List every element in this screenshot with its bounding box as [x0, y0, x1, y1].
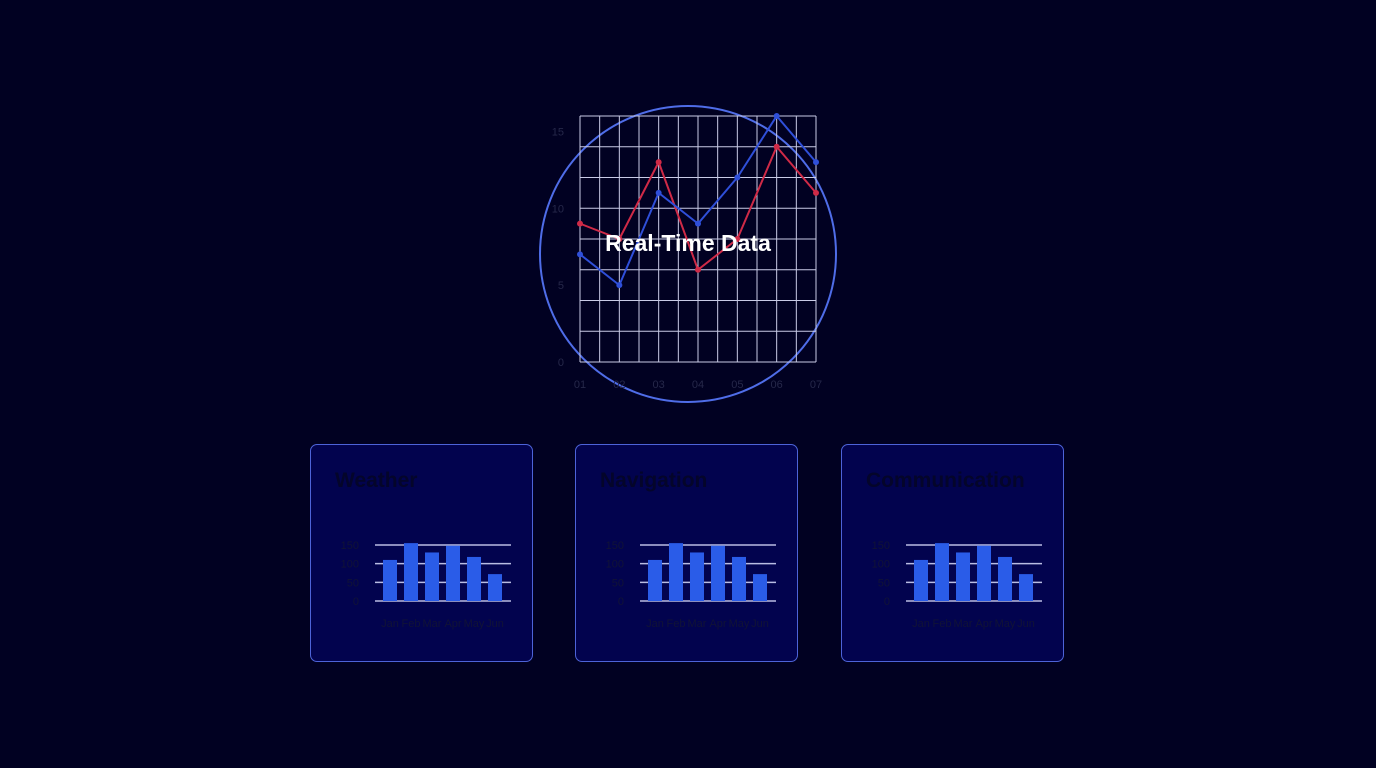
bar — [732, 556, 746, 601]
communication-bar-chart: 0 50 100 150 Jan Feb Mar Apr May Jun — [872, 540, 1042, 630]
series-1-point — [813, 189, 819, 196]
x-tick-label: 07 — [810, 379, 822, 391]
bar — [977, 545, 991, 601]
bar — [935, 543, 949, 601]
series-1-point — [773, 143, 780, 150]
x-tick-label: Jun — [1017, 618, 1035, 630]
real-time-data-hero: 0 5 10 15 01 02 03 04 05 06 07 Real-Time Data — [538, 104, 838, 404]
bar — [998, 556, 1012, 601]
y-tick-label: 0 — [558, 357, 564, 369]
x-tick-label: Mar — [688, 618, 707, 630]
x-tick-label: Apr — [975, 618, 992, 630]
y-tick-label: 150 — [341, 540, 359, 552]
y-tick-label: 10 — [552, 203, 564, 215]
x-tick-label: May — [995, 618, 1016, 630]
series-1-point — [616, 236, 623, 242]
series-2-point — [577, 251, 583, 258]
card-title: Navigation — [600, 469, 708, 492]
x-tick-label: Jan — [381, 618, 399, 630]
card-title: Communication — [866, 469, 1025, 492]
weather-bar-chart: 0 50 100 150 Jan Feb Mar Apr May Jun — [341, 540, 511, 630]
x-tick-label: Jan — [646, 618, 664, 630]
y-tick-label: 100 — [606, 559, 624, 571]
series-2-point — [734, 174, 741, 181]
bar — [956, 552, 970, 601]
bar — [383, 559, 397, 601]
bar — [669, 543, 683, 601]
x-tick-label: Mar — [954, 618, 973, 630]
x-tick-label: Jun — [751, 618, 769, 630]
x-tick-label: 06 — [771, 379, 783, 391]
bar — [648, 559, 662, 601]
y-tick-label: 0 — [353, 596, 359, 608]
x-tick-label: 05 — [731, 379, 743, 391]
x-tick-label: 02 — [613, 379, 625, 391]
x-tick-label: Feb — [402, 618, 421, 630]
bar — [467, 556, 481, 601]
navigation-bar-chart: 0 50 100 150 Jan Feb Mar Apr May Jun — [606, 540, 776, 630]
y-tick-label: 15 — [552, 126, 564, 138]
x-tick-label: 01 — [574, 379, 586, 391]
x-tick-label: May — [729, 618, 750, 630]
y-tick-label: 0 — [884, 596, 890, 608]
card-title: Weather — [335, 469, 418, 492]
hero-title: Real-Time Data — [605, 230, 771, 256]
x-tick-label: 03 — [653, 379, 665, 391]
y-tick-label: 0 — [618, 596, 624, 608]
series-1-point — [655, 159, 662, 166]
y-tick-label: 150 — [606, 540, 624, 552]
bar — [753, 574, 767, 601]
x-tick-label: Jan — [912, 618, 930, 630]
bar — [404, 543, 418, 601]
x-tick-label: Apr — [444, 618, 461, 630]
bar — [690, 552, 704, 601]
x-tick-label: Feb — [667, 618, 686, 630]
hero-circle — [539, 105, 837, 403]
x-tick-label: Apr — [709, 618, 726, 630]
x-tick-label: Feb — [933, 618, 952, 630]
series-2-point — [655, 189, 662, 196]
bar — [711, 545, 725, 601]
series-1-point — [734, 236, 741, 242]
y-tick-label: 50 — [612, 577, 624, 589]
x-tick-label: May — [464, 618, 485, 630]
y-tick-label: 150 — [872, 540, 890, 552]
navigation-card[interactable]: Navigation 0 50 100 150 Jan Feb Mar Apr May Jun — [575, 444, 798, 662]
series-2-point — [616, 282, 623, 289]
y-tick-label: 100 — [341, 559, 359, 571]
series-2-point — [773, 113, 780, 119]
x-tick-label: 04 — [692, 379, 704, 391]
bar — [914, 559, 928, 601]
bar — [425, 552, 439, 601]
x-tick-label: Mar — [423, 618, 442, 630]
y-tick-label: 5 — [558, 280, 564, 292]
y-tick-label: 50 — [878, 577, 890, 589]
series-1-point — [695, 266, 701, 273]
weather-card[interactable]: Weather 0 50 100 150 Jan Feb Mar Apr May Jun — [310, 444, 533, 662]
bar — [488, 574, 502, 601]
bar — [446, 545, 460, 601]
series-2-point — [695, 220, 701, 227]
x-tick-label: Jun — [486, 618, 504, 630]
series-2-point — [813, 159, 819, 166]
y-tick-label: 100 — [872, 559, 890, 571]
bar — [1019, 574, 1033, 601]
communication-card[interactable]: Communication 0 50 100 150 Jan Feb Mar Apr May Ju… — [841, 444, 1064, 662]
series-1-point — [577, 220, 583, 227]
y-tick-label: 50 — [347, 577, 359, 589]
